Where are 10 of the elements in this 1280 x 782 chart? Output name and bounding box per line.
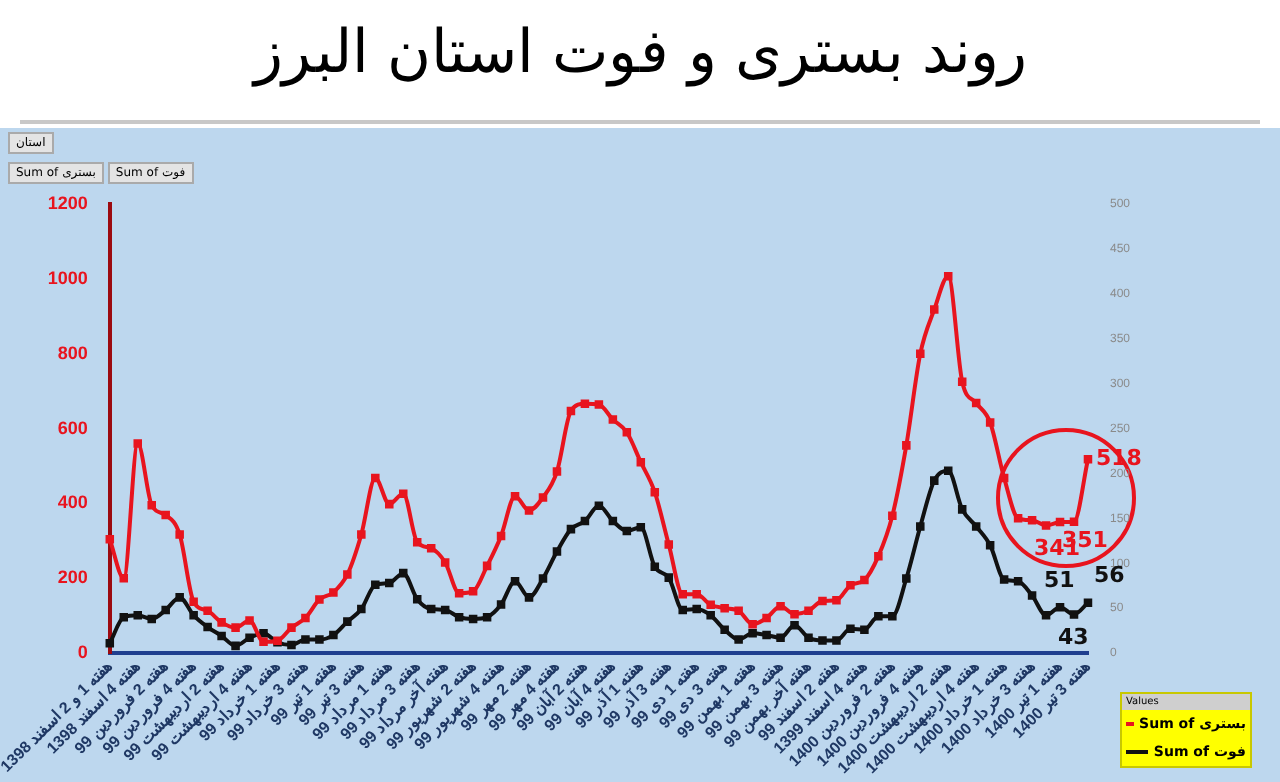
y-tick-label: 400 xyxy=(57,492,88,513)
y-tick-label: 200 xyxy=(57,567,88,588)
y-tick-label: 0 xyxy=(77,642,88,663)
y-tick-label: 1000 xyxy=(47,267,88,288)
y-tick-label: 600 xyxy=(57,417,88,438)
data-label: 43 xyxy=(1058,624,1089,651)
y-tick-label: 1200 xyxy=(47,192,88,213)
y-tick-label: 800 xyxy=(57,342,88,363)
data-label: 51 xyxy=(1044,566,1075,593)
chart-title: روند بستری و فوت استان البرز xyxy=(249,16,1028,88)
